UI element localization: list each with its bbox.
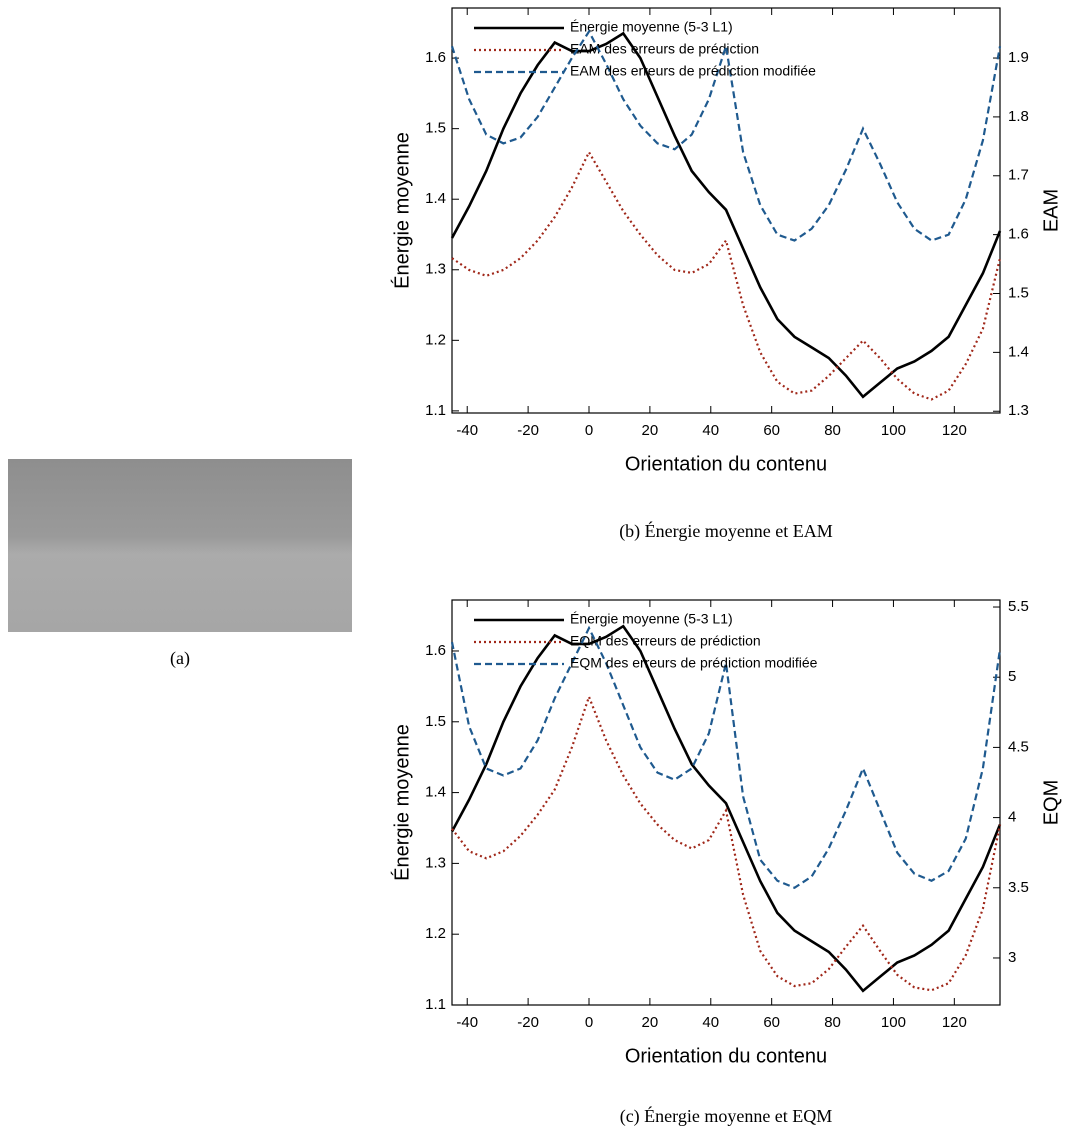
x-tick-label: 80 (824, 422, 841, 439)
y-tick-label: 1.6 (425, 49, 446, 66)
y-tick-label: 1.6 (425, 642, 446, 659)
y-axis-label: Énergie moyenne (390, 132, 413, 289)
y-tick-label: 1.2 (425, 925, 446, 942)
image-caption: (a) (170, 648, 190, 669)
y2-tick-label: 1.4 (1008, 343, 1029, 360)
y2-tick-label: 5.5 (1008, 598, 1029, 615)
x-tick-label: 0 (585, 1014, 593, 1031)
legend-label: EAM des erreurs de prédiction modifiée (570, 63, 816, 79)
y-tick-label: 1.5 (425, 120, 446, 137)
legend-label: Énergie moyenne (5-3 L1) (570, 19, 733, 35)
y-tick-label: 1.3 (425, 261, 446, 278)
legend-label: EAM des erreurs de prédiction (570, 41, 759, 57)
x-tick-label: 20 (642, 422, 659, 439)
x-tick-label: 20 (642, 1014, 659, 1031)
x-tick-label: -40 (456, 1014, 478, 1031)
series-line (450, 624, 1002, 993)
x-tick-label: 40 (702, 1014, 719, 1031)
y2-tick-label: 5 (1008, 668, 1016, 685)
legend-label: Énergie moyenne (5-3 L1) (570, 611, 733, 627)
plot-frame (451, 7, 1001, 414)
plot-frame (451, 599, 1001, 1006)
x-tick-label: 40 (702, 422, 719, 439)
y-tick-label: 1.4 (425, 190, 446, 207)
series-line (450, 29, 1002, 242)
y2-tick-label: 3 (1008, 949, 1016, 966)
image (8, 459, 352, 632)
chart-caption: (b) Énergie moyenne et EAM (619, 520, 833, 542)
y2-axis-label: EAM (1040, 189, 1062, 232)
x-tick-label: -20 (517, 1014, 539, 1031)
y-tick-label: 1.5 (425, 713, 446, 730)
x-tick-label: 60 (763, 1014, 780, 1031)
y2-tick-label: 1.3 (1008, 402, 1029, 419)
series-line (451, 149, 1002, 401)
y2-tick-label: 3.5 (1008, 879, 1029, 896)
series-line (450, 31, 1002, 399)
y2-tick-label: 1.6 (1008, 226, 1029, 243)
y2-tick-label: 1.5 (1008, 284, 1029, 301)
series-line (451, 693, 1002, 992)
y2-axis-label: EQM (1040, 780, 1062, 826)
legend-label: EQM des erreurs de prédiction (570, 633, 761, 649)
legend-label: EQM des erreurs de prédiction modifiée (570, 655, 818, 671)
y2-tick-label: 4 (1008, 809, 1016, 826)
chart-caption: (c) Énergie moyenne et EQM (620, 1105, 833, 1127)
x-tick-label: -40 (456, 422, 478, 439)
x-axis-label: Orientation du contenu (625, 453, 827, 475)
x-tick-label: 60 (763, 422, 780, 439)
x-tick-label: 100 (881, 422, 906, 439)
x-axis-label: Orientation du contenu (625, 1045, 827, 1067)
y-tick-label: 1.4 (425, 784, 446, 801)
y2-tick-label: 4.5 (1008, 738, 1029, 755)
x-tick-label: -20 (517, 422, 539, 439)
x-tick-label: 100 (881, 1014, 906, 1031)
y-tick-label: 1.3 (425, 854, 446, 871)
x-tick-label: 80 (824, 1014, 841, 1031)
y-tick-label: 1.1 (425, 996, 446, 1013)
y-axis-label: Énergie moyenne (390, 724, 413, 881)
y2-tick-label: 1.9 (1008, 49, 1029, 66)
x-tick-label: 120 (942, 1014, 967, 1031)
y-tick-label: 1.2 (425, 331, 446, 348)
x-tick-label: 0 (585, 422, 593, 439)
y-tick-label: 1.1 (425, 402, 446, 419)
x-tick-label: 120 (942, 422, 967, 439)
y2-tick-label: 1.8 (1008, 108, 1029, 125)
y2-tick-label: 1.7 (1008, 167, 1029, 184)
